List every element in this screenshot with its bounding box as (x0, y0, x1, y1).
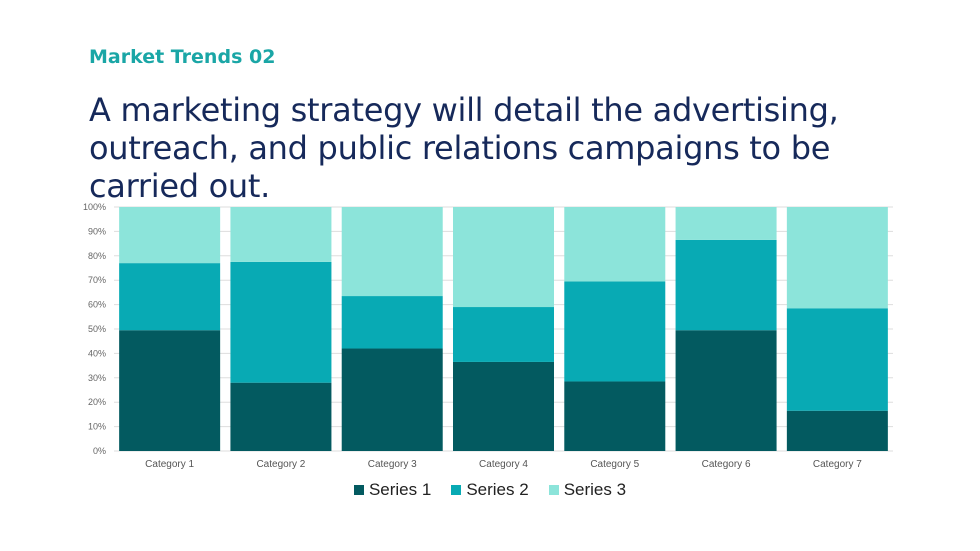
headline: A marketing strategy will detail the adv… (89, 91, 839, 205)
x-category-label: Category 4 (479, 459, 528, 470)
bar-segment-series-2-category-6 (675, 239, 777, 331)
bar-segment-series-1-category-1 (119, 330, 221, 451)
x-category-label: Category 1 (145, 459, 194, 470)
x-category-label: Category 2 (256, 459, 305, 470)
bar-segment-series-1-category-5 (564, 381, 666, 451)
y-tick-label: 40% (88, 348, 106, 358)
x-category-label: Category 5 (590, 459, 639, 470)
legend-label: Series 1 (368, 480, 432, 499)
bar-segment-series-3-category-4 (453, 207, 554, 308)
legend-label: Series 3 (563, 480, 627, 499)
bar-segment-series-3-category-2 (230, 207, 332, 262)
y-tick-label: 60% (88, 300, 106, 310)
chart-legend: Series 1 Series 2 Series 3 (0, 480, 980, 500)
bar-segment-series-2-category-1 (119, 263, 221, 331)
y-tick-label: 20% (88, 397, 106, 407)
y-tick-label: 30% (88, 373, 106, 383)
bar-segment-series-1-category-3 (341, 348, 443, 451)
kicker-title: Market Trends 02 (89, 46, 276, 68)
x-category-label: Category 3 (368, 459, 417, 470)
bar-segment-series-3-category-5 (564, 207, 666, 282)
bar-segment-series-1-category-7 (786, 410, 888, 451)
bar-segment-series-3-category-3 (341, 207, 443, 297)
bar-segment-series-2-category-2 (230, 261, 332, 383)
bar-segment-series-3-category-1 (119, 207, 221, 264)
bar-segment-series-1-category-4 (453, 361, 554, 451)
bar-segment-series-2-category-4 (453, 307, 554, 362)
bar-segment-series-3-category-6 (675, 207, 777, 240)
y-tick-label: 90% (88, 226, 106, 236)
legend-label: Series 2 (466, 480, 529, 499)
bar-segment-series-2-category-7 (786, 308, 888, 411)
legend-item-series-3: Series 3 (548, 480, 627, 500)
y-tick-label: 10% (88, 422, 106, 432)
y-tick-label: 70% (88, 275, 106, 285)
y-tick-label: 50% (88, 324, 106, 334)
x-category-label: Category 7 (813, 459, 862, 470)
bar-segment-series-2-category-3 (341, 296, 443, 349)
y-tick-label: 0% (93, 446, 106, 456)
legend-swatch (353, 485, 364, 495)
bar-segment-series-1-category-2 (230, 382, 332, 451)
bar-segment-series-1-category-6 (675, 330, 777, 451)
legend-swatch (451, 485, 462, 495)
y-tick-label: 80% (88, 251, 106, 261)
legend-item-series-2: Series 2 (451, 480, 529, 500)
y-tick-label: 100% (83, 202, 106, 212)
x-category-label: Category 6 (702, 459, 751, 470)
bar-segment-series-3-category-7 (786, 207, 888, 309)
legend-swatch (548, 485, 559, 495)
bar-segment-series-2-category-5 (564, 281, 666, 382)
legend-item-series-1: Series 1 (353, 480, 432, 500)
